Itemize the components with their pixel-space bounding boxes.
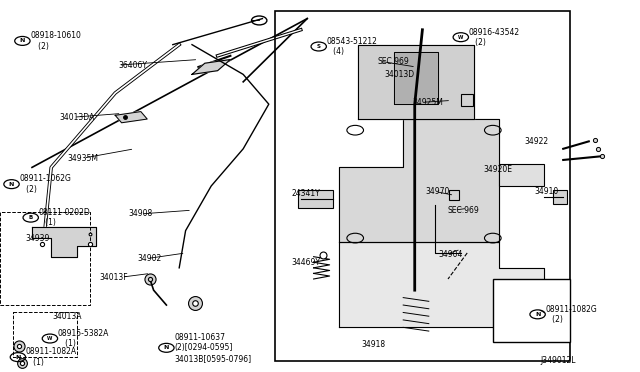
Text: 24341Y: 24341Y: [291, 189, 320, 198]
Text: N: N: [535, 312, 540, 317]
Text: 34939: 34939: [26, 234, 50, 243]
Bar: [298, 190, 333, 208]
Text: 08911-10637
(2)[0294-0595]
34013B[0595-0796]: 08911-10637 (2)[0294-0595] 34013B[0595-0…: [174, 333, 252, 363]
Text: J349012L: J349012L: [541, 356, 576, 365]
Text: SEC.969: SEC.969: [448, 206, 480, 215]
Text: 08918-10610
   (2): 08918-10610 (2): [31, 31, 81, 51]
Text: 36406Y: 36406Y: [118, 61, 147, 70]
Text: 34013F: 34013F: [99, 273, 128, 282]
Text: 34013A: 34013A: [52, 312, 82, 321]
Text: 34908: 34908: [128, 209, 152, 218]
Text: SEC.969: SEC.969: [378, 57, 410, 66]
Text: 34918: 34918: [362, 340, 386, 349]
Polygon shape: [192, 60, 230, 74]
Text: 34920E: 34920E: [483, 165, 512, 174]
Polygon shape: [115, 112, 147, 123]
Text: 08111-0202D
   (1): 08111-0202D (1): [38, 208, 90, 227]
Text: 08911-1082G
   (2): 08911-1082G (2): [545, 305, 597, 324]
Text: 34935M: 34935M: [67, 154, 98, 163]
Text: 34013DA: 34013DA: [60, 113, 95, 122]
Text: N: N: [9, 182, 14, 187]
Bar: [493, 279, 570, 342]
Text: 08543-51212
   (4): 08543-51212 (4): [326, 37, 377, 56]
Text: 34970: 34970: [426, 187, 450, 196]
Polygon shape: [394, 52, 438, 104]
Text: 08911-1082A
   (1): 08911-1082A (1): [26, 347, 77, 367]
Text: N: N: [164, 345, 169, 350]
Text: N: N: [15, 355, 20, 360]
Text: W: W: [458, 35, 463, 40]
Bar: [275, 11, 570, 361]
Text: 34922: 34922: [525, 137, 549, 146]
Text: B: B: [29, 215, 33, 220]
Text: 08916-43542
   (2): 08916-43542 (2): [468, 28, 520, 47]
Text: 34904: 34904: [438, 250, 463, 259]
Polygon shape: [339, 119, 499, 242]
Bar: [499, 164, 544, 186]
Text: 08915-5382A
   (1): 08915-5382A (1): [58, 329, 109, 348]
Text: 34910: 34910: [534, 187, 559, 196]
Text: 34013D: 34013D: [384, 70, 414, 79]
Text: 34469Y: 34469Y: [291, 258, 320, 267]
Text: N: N: [20, 38, 25, 44]
Text: S: S: [317, 44, 321, 49]
Text: 34902: 34902: [138, 254, 162, 263]
Polygon shape: [358, 45, 474, 119]
Polygon shape: [32, 227, 96, 257]
Text: 34925M: 34925M: [413, 98, 444, 107]
Polygon shape: [339, 242, 544, 327]
Text: W: W: [47, 336, 52, 341]
Text: 08911-1062G
   (2): 08911-1062G (2): [19, 174, 71, 194]
